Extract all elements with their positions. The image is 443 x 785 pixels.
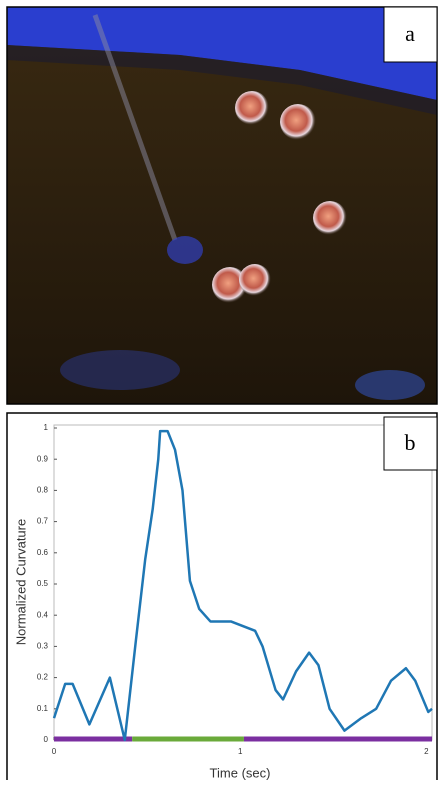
blue-region — [7, 7, 437, 100]
photo-panel: a — [6, 6, 438, 405]
label-box — [383, 6, 438, 63]
cell — [280, 104, 316, 140]
cell — [235, 91, 269, 125]
label-box — [383, 416, 438, 471]
x-tick-label: 0 — [52, 747, 57, 756]
y-tick-label: 0.3 — [37, 642, 49, 651]
y-tick-label: 0.7 — [37, 517, 49, 526]
y-axis-label: Normalized Curvature — [13, 519, 28, 645]
y-tick-label: 0.6 — [37, 548, 49, 557]
x-tick-label: 1 — [238, 747, 243, 756]
blue-debris — [355, 370, 425, 400]
photo-border — [6, 6, 438, 405]
y-tick-label: 0.5 — [37, 579, 49, 588]
blue-debris — [60, 350, 180, 390]
chart-panel: Normalized Curvature Time (sec) 0 0.1 0.2 0… — [6, 412, 438, 784]
pipette — [92, 14, 178, 241]
y-tick-label: 0.1 — [37, 704, 49, 713]
y-tick-label: 0.2 — [37, 673, 49, 682]
y-tick-label: 0.9 — [37, 454, 49, 463]
chart-border — [6, 412, 438, 784]
cell — [239, 264, 271, 296]
cell — [313, 201, 347, 235]
y-tick-label: 0 — [44, 735, 49, 744]
y-tick-label: 0.8 — [37, 486, 49, 495]
blue-blob — [167, 236, 203, 264]
x-tick-label: 2 — [424, 747, 429, 756]
curve — [52, 429, 433, 742]
panel-label: b — [405, 430, 416, 455]
x-axis-label: Time (sec) — [210, 765, 271, 780]
panel-label: a — [405, 21, 415, 46]
cell — [212, 267, 248, 303]
y-tick-label: 1 — [44, 423, 49, 432]
y-tick-label: 0.4 — [37, 610, 49, 619]
